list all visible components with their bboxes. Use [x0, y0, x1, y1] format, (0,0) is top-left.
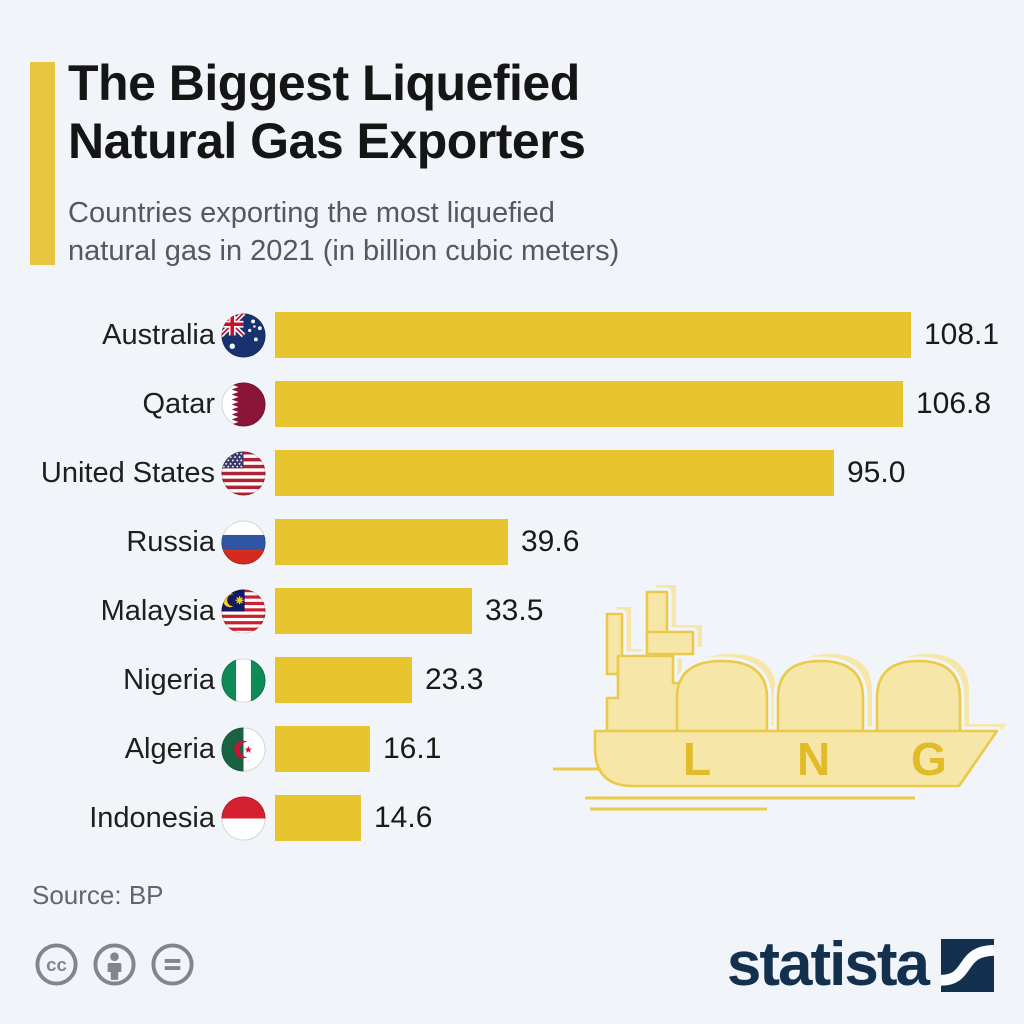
ship-letter-l: L: [683, 733, 711, 785]
ship-letter-n: N: [797, 733, 830, 785]
page-subtitle: Countries exporting the most liquefied n…: [68, 194, 619, 271]
flag-qatar-icon: [221, 381, 266, 427]
chart-row: Qatar 106.8: [32, 381, 999, 427]
country-label-australia: Australia: [102, 318, 215, 351]
license-icons: cc: [33, 941, 196, 988]
statista-logo[interactable]: statista: [727, 934, 994, 996]
country-label-united-states: United States: [40, 456, 215, 489]
cc-icon[interactable]: cc: [33, 941, 80, 988]
value-label-nigeria: 23.3: [425, 663, 484, 696]
country-label-indonesia: Indonesia: [89, 801, 215, 834]
chart-row: Indonesia 14.6: [32, 795, 999, 841]
value-label-indonesia: 14.6: [374, 801, 433, 834]
bar-chart: Australia 108.1 Qatar 106.8 United States 95.…: [32, 312, 999, 841]
country-label-russia: Russia: [126, 525, 215, 558]
water-lines: [553, 767, 915, 811]
statista-logo-icon: [941, 938, 994, 992]
flag-indonesia-icon: [221, 795, 266, 841]
row-label-area: Australia: [32, 312, 266, 358]
title-line-1: The Biggest Liquefied: [68, 55, 580, 111]
bar-qatar: [275, 381, 903, 427]
flag-malaysia-icon: [221, 588, 266, 634]
bar-malaysia: [275, 588, 472, 634]
value-label-qatar: 106.8: [916, 387, 992, 420]
value-label-australia: 108.1: [924, 318, 1000, 351]
country-label-qatar: Qatar: [142, 387, 215, 420]
bar-united-states: [275, 450, 834, 496]
title-accent-bar: [30, 62, 55, 265]
country-label-algeria: Algeria: [124, 732, 215, 765]
svg-text:cc: cc: [46, 954, 67, 975]
page-title: The Biggest Liquefied Natural Gas Export…: [68, 54, 586, 170]
ship-letter-g: G: [911, 733, 947, 785]
cc-by-person-icon[interactable]: [91, 941, 138, 988]
flag-russia-icon: [221, 519, 266, 565]
country-label-malaysia: Malaysia: [100, 594, 215, 627]
ship-lng-lettering: L N G: [683, 733, 947, 785]
subtitle-line-1: Countries exporting the most liquefied: [68, 197, 555, 229]
bar-nigeria: [275, 657, 412, 703]
flag-algeria-icon: [221, 726, 266, 772]
row-label-area: United States: [32, 450, 266, 496]
row-label-area: Nigeria: [32, 657, 266, 703]
bar-indonesia: [275, 795, 361, 841]
source-text: Source: BP: [32, 880, 164, 910]
value-label-malaysia: 33.5: [485, 594, 544, 627]
flag-nigeria-icon: [221, 657, 266, 703]
subtitle-line-2: natural gas in 2021 (in billion cubic me…: [68, 235, 620, 268]
value-label-russia: 39.6: [521, 525, 580, 558]
country-label-nigeria: Nigeria: [123, 663, 215, 696]
flag-united-states-icon: [221, 450, 266, 496]
chart-row: Algeria 16.1: [32, 726, 999, 772]
bar-russia: [275, 519, 508, 565]
value-label-algeria: 16.1: [383, 732, 442, 765]
chart-row: Australia 108.1: [32, 312, 999, 358]
row-label-area: Malaysia: [32, 588, 266, 634]
bar-australia: [275, 312, 911, 358]
flag-australia-icon: [221, 312, 266, 358]
lng-tanker-ship-illustration: L N G: [553, 585, 1006, 811]
row-label-area: Russia: [32, 519, 266, 565]
chart-row: United States 95.0: [32, 450, 999, 496]
row-label-area: Algeria: [32, 726, 266, 772]
cc-nd-equals-icon[interactable]: [149, 941, 196, 988]
bar-algeria: [275, 726, 370, 772]
row-label-area: Qatar: [32, 381, 266, 427]
title-line-2: Natural Gas Exporters: [68, 113, 586, 169]
statista-wordmark: statista: [726, 930, 930, 999]
value-label-united-states: 95.0: [847, 456, 906, 489]
chart-row: Malaysia 33.5: [32, 588, 999, 634]
row-label-area: Indonesia: [32, 795, 266, 841]
chart-row: Russia 39.6: [32, 519, 999, 565]
chart-row: Nigeria 23.3: [32, 657, 999, 703]
